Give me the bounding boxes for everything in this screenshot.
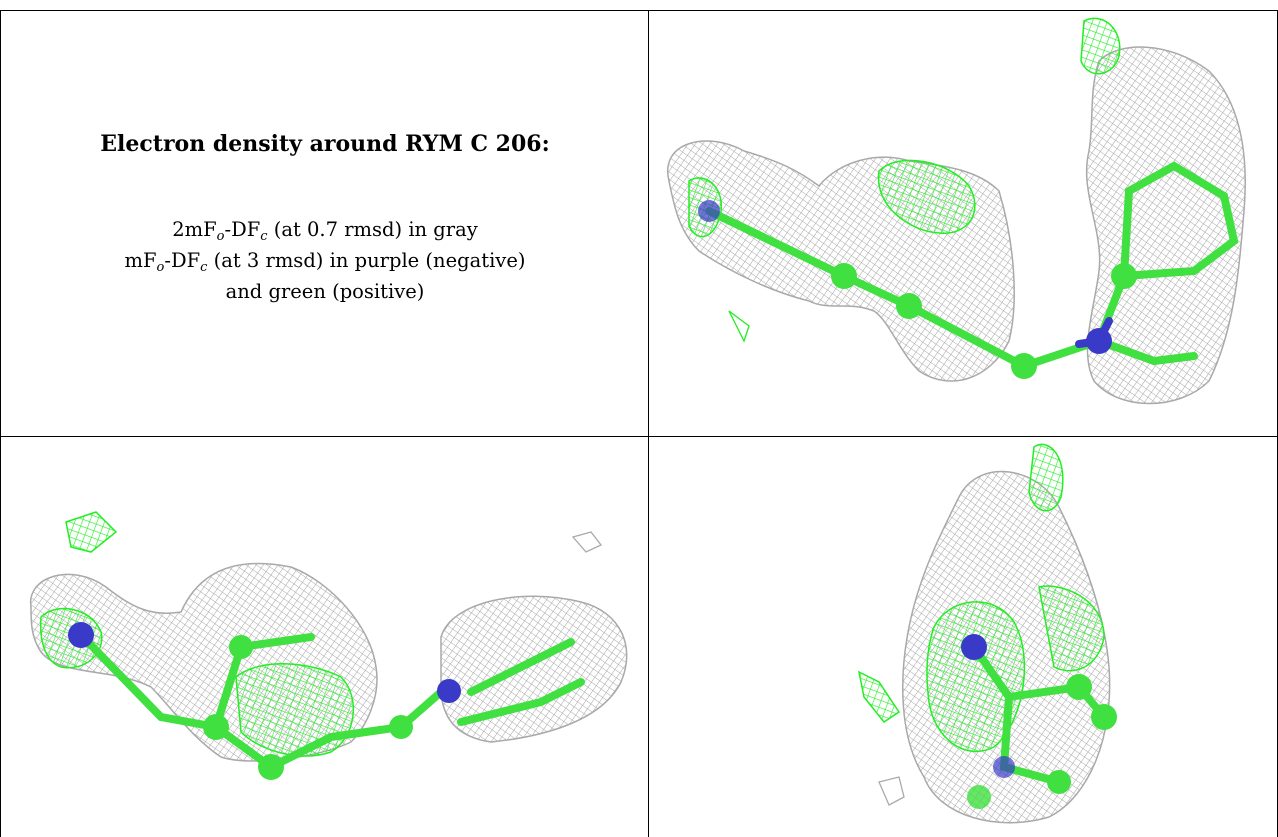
- green-positive-mesh: [65, 511, 118, 553]
- table-border-top: [0, 10, 1278, 11]
- green-positive-mesh: [728, 310, 750, 343]
- atom-carbon: [258, 754, 284, 780]
- figure-heading: Electron density around RYM C 206:: [100, 131, 550, 157]
- atom-carbon: [1111, 263, 1137, 289]
- density-map-image: [857, 443, 1117, 824]
- atom-carbon: [896, 293, 922, 319]
- table-row-divider: [0, 436, 1278, 437]
- atom-carbon: [831, 263, 857, 289]
- atom-nitrogen: [437, 679, 461, 703]
- atom-carbon: [1047, 770, 1071, 794]
- table-border-left: [0, 10, 1, 837]
- view-bottom-right: [649, 437, 1277, 837]
- green-positive-mesh: [1028, 443, 1064, 512]
- atom-carbon: [1011, 353, 1037, 379]
- atom-carbon: [389, 715, 413, 739]
- table-border-mid: [648, 10, 649, 837]
- legend-line-colors: and green (positive): [225, 280, 425, 303]
- green-positive-mesh: [235, 663, 355, 757]
- view-bottom-left: [1, 437, 648, 837]
- gray-density-mesh: [440, 595, 628, 743]
- caption-cell: Electron density around RYM C 206: 2mFo-…: [1, 11, 648, 436]
- atom-nitrogen: [698, 200, 720, 222]
- green-positive-mesh: [926, 601, 1026, 753]
- atom-nitrogen: [1086, 328, 1112, 354]
- legend-line-2fo-fc: 2mFo-DFc (at 0.7 rmsd) in gray: [172, 218, 478, 244]
- green-positive-mesh: [877, 159, 976, 234]
- atom-carbon: [203, 714, 229, 740]
- atom-carbon: [967, 785, 991, 809]
- atom-nitrogen: [961, 634, 987, 660]
- gray-density-fragment: [571, 531, 603, 553]
- view-top-right: [649, 11, 1277, 436]
- legend-line-fo-fc: mFo-DFc (at 3 rmsd) in purple (negative): [124, 249, 526, 275]
- gray-density-mesh-ring: [1085, 46, 1246, 405]
- gray-density-mesh: [666, 140, 1015, 382]
- atom-nitrogen: [993, 756, 1015, 778]
- green-positive-mesh: [1080, 17, 1121, 75]
- atom-nitrogen: [68, 622, 94, 648]
- gray-density-fragment: [878, 776, 905, 806]
- density-map-image: [666, 17, 1246, 405]
- atom-carbon: [229, 635, 253, 659]
- green-positive-mesh: [1038, 585, 1105, 672]
- green-positive-mesh: [857, 670, 901, 724]
- density-map-image: [30, 511, 628, 780]
- density-legend: 2mFo-DFc (at 0.7 rmsd) in gray mFo-DFc (…: [1, 214, 648, 307]
- atom-carbon: [1091, 704, 1117, 730]
- atom-carbon: [1066, 674, 1092, 700]
